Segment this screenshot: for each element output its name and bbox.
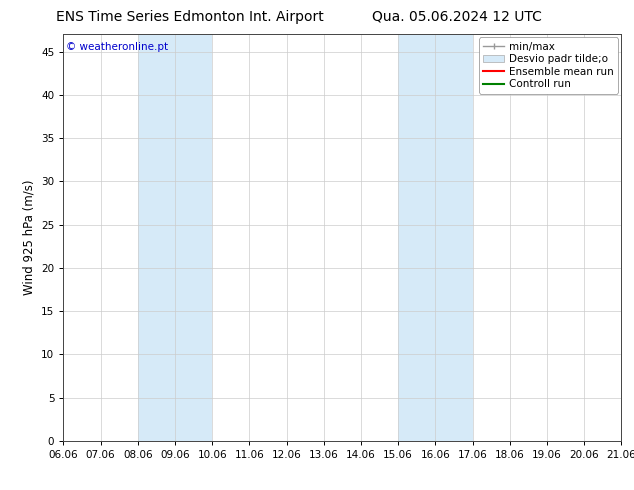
Bar [398, 34, 472, 441]
Y-axis label: Wind 925 hPa (m/s): Wind 925 hPa (m/s) [23, 180, 36, 295]
Text: ENS Time Series Edmonton Int. Airport: ENS Time Series Edmonton Int. Airport [56, 10, 324, 24]
Text: Qua. 05.06.2024 12 UTC: Qua. 05.06.2024 12 UTC [372, 10, 541, 24]
Bar [138, 34, 212, 441]
Text: © weatheronline.pt: © weatheronline.pt [66, 43, 168, 52]
Legend: min/max, Desvio padr tilde;o, Ensemble mean run, Controll run: min/max, Desvio padr tilde;o, Ensemble m… [479, 37, 618, 94]
